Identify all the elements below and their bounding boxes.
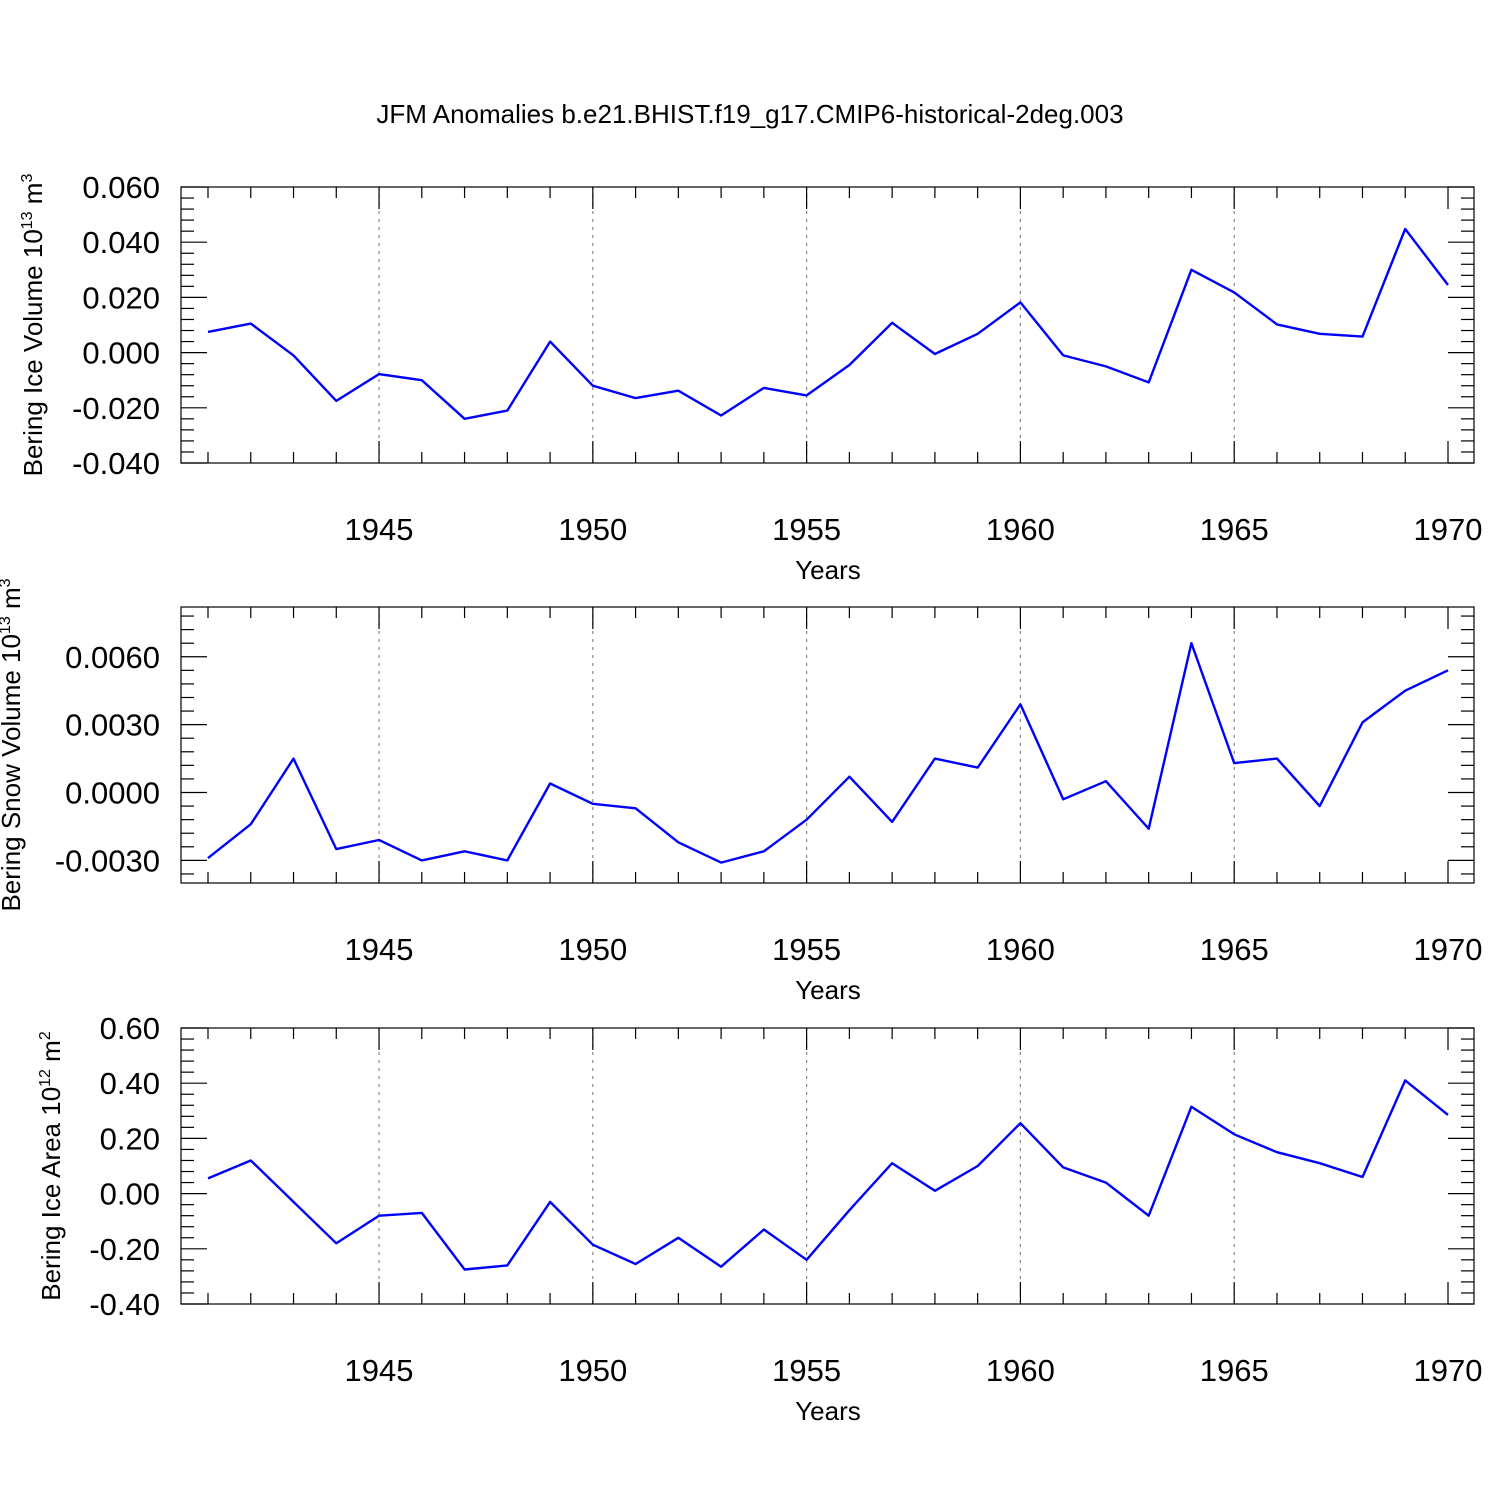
x-tick-label: 1950	[558, 512, 627, 547]
plot-frame	[180, 1027, 1475, 1305]
panel-3: 0.60 0.40 0.20 0.00 -0.20 -0.40 1945 1950 1955 19…	[36, 1011, 1482, 1426]
x-tick-label: 1950	[558, 1353, 627, 1388]
x-tick-label: 1965	[1200, 512, 1269, 547]
x-tick-label: 1970	[1414, 1353, 1483, 1388]
y-tick-label: 0.60	[100, 1011, 160, 1046]
series-line	[207, 642, 1449, 864]
x-tick-label: 1955	[772, 1353, 841, 1388]
series-line	[207, 227, 1449, 420]
y-tick-label: -0.20	[89, 1232, 160, 1267]
y-axis-label: Bering Snow Volume 1013 m3	[0, 578, 26, 911]
series-line	[207, 1079, 1449, 1271]
x-tick-label: 1955	[772, 932, 841, 967]
panel-2: 0.0060 0.0030 0.0000 -0.0030 1945 1950 1955 196…	[0, 578, 1482, 1005]
y-tick-label: 0.0000	[65, 776, 160, 811]
plot-frame	[180, 186, 1475, 464]
x-tick-label: 1950	[558, 932, 627, 967]
x-axis-label: Years	[795, 555, 861, 585]
x-axis-label: Years	[795, 975, 861, 1005]
y-tick-label: 0.40	[100, 1066, 160, 1101]
chart-title: JFM Anomalies b.e21.BHIST.f19_g17.CMIP6-…	[376, 99, 1123, 129]
x-tick-label: 1945	[345, 1353, 414, 1388]
x-tick-label: 1945	[345, 932, 414, 967]
x-axis-label: Years	[795, 1396, 861, 1426]
y-tick-label: -0.0030	[55, 843, 160, 878]
panel-1: 0.060 0.040 0.020 0.000 -0.020 -0.040 1945 1950…	[18, 170, 1482, 585]
x-tick-label: 1960	[986, 512, 1055, 547]
y-tick-label: 0.000	[82, 336, 160, 371]
x-tick-label: 1970	[1414, 932, 1483, 967]
x-tick-label: 1960	[986, 932, 1055, 967]
x-tick-label: 1970	[1414, 512, 1483, 547]
x-tick-label: 1965	[1200, 932, 1269, 967]
y-tick-label: -0.40	[89, 1287, 160, 1322]
y-axis-label: Bering Ice Volume 1013 m3	[18, 174, 48, 477]
plot-frame	[180, 606, 1475, 884]
y-tick-label: -0.040	[72, 446, 160, 481]
y-tick-label: 0.20	[100, 1121, 160, 1156]
y-tick-label: 0.0030	[65, 708, 160, 743]
x-tick-label: 1945	[345, 512, 414, 547]
y-axis-label: Bering Ice Area 1012 m2	[36, 1031, 66, 1301]
y-tick-label: 0.0060	[65, 640, 160, 675]
y-tick-label: 0.00	[100, 1177, 160, 1212]
y-tick-label: 0.040	[82, 225, 160, 260]
x-tick-label: 1955	[772, 512, 841, 547]
y-tick-label: 0.060	[82, 170, 160, 205]
x-tick-label: 1960	[986, 1353, 1055, 1388]
y-tick-label: -0.020	[72, 391, 160, 426]
x-tick-label: 1965	[1200, 1353, 1269, 1388]
y-tick-label: 0.020	[82, 280, 160, 315]
